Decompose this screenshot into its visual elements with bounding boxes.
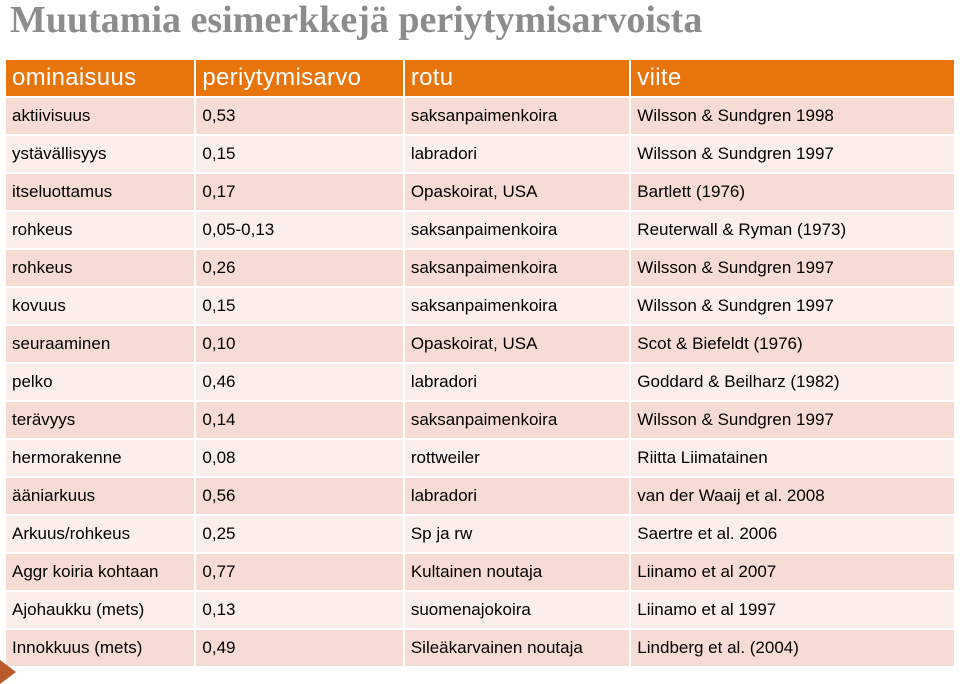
slide-arrow-icon [0, 660, 16, 684]
cell-ominaisuus: rohkeus [6, 212, 195, 248]
cell-rotu: saksanpaimenkoira [404, 402, 630, 438]
cell-periytymisarvo: 0,13 [196, 592, 403, 628]
cell-ominaisuus: kovuus [6, 288, 195, 324]
cell-rotu: saksanpaimenkoira [404, 250, 630, 286]
cell-rotu: rottweiler [404, 440, 630, 476]
header-periytymisarvo: periytymisarvo [196, 60, 403, 96]
cell-rotu: Sileäkarvainen noutaja [404, 630, 630, 666]
cell-periytymisarvo: 0,14 [196, 402, 403, 438]
table-row: ystävällisyys 0,15 labradori Wilsson & Sund… [6, 136, 954, 172]
cell-ominaisuus: seuraaminen [6, 326, 195, 362]
cell-viite: Reuterwall & Ryman (1973) [631, 212, 954, 248]
cell-rotu: labradori [404, 364, 630, 400]
cell-periytymisarvo: 0,15 [196, 288, 403, 324]
cell-periytymisarvo: 0,49 [196, 630, 403, 666]
cell-rotu: Opaskoirat, USA [404, 174, 630, 210]
table-header-row: ominaisuus periytymisarvo rotu viite [6, 60, 954, 96]
table-body: aktiivisuus 0,53 saksanpaimenkoira Wilsson … [6, 98, 954, 666]
header-rotu: rotu [404, 60, 630, 96]
cell-ominaisuus: rohkeus [6, 250, 195, 286]
cell-viite: Goddard & Beilharz (1982) [631, 364, 954, 400]
cell-rotu: labradori [404, 136, 630, 172]
cell-rotu: saksanpaimenkoira [404, 98, 630, 134]
cell-periytymisarvo: 0,46 [196, 364, 403, 400]
cell-periytymisarvo: 0,26 [196, 250, 403, 286]
cell-viite: Wilsson & Sundgren 1997 [631, 136, 954, 172]
table-row: seuraaminen 0,10 Opaskoirat, USA Scot & Bie… [6, 326, 954, 362]
cell-viite: Riitta Liimatainen [631, 440, 954, 476]
table-row: Aggr koiria kohtaan 0,77 Kultainen noutaja… [6, 554, 954, 590]
page-title: Muutamia esimerkkejä periytymisarvoista [10, 0, 703, 41]
cell-rotu: saksanpaimenkoira [404, 212, 630, 248]
table-row: kovuus 0,15 saksanpaimenkoira Wilsson & Sun… [6, 288, 954, 324]
heritability-table: ominaisuus periytymisarvo rotu viite akt… [4, 58, 956, 668]
cell-periytymisarvo: 0,77 [196, 554, 403, 590]
cell-viite: Wilsson & Sundgren 1998 [631, 98, 954, 134]
cell-periytymisarvo: 0,15 [196, 136, 403, 172]
cell-rotu: Sp ja rw [404, 516, 630, 552]
cell-rotu: saksanpaimenkoira [404, 288, 630, 324]
cell-periytymisarvo: 0,05-0,13 [196, 212, 403, 248]
cell-ominaisuus: ystävällisyys [6, 136, 195, 172]
cell-ominaisuus: Aggr koiria kohtaan [6, 554, 195, 590]
heritability-table-container: ominaisuus periytymisarvo rotu viite akt… [4, 58, 956, 668]
table-row: pelko 0,46 labradori Goddard & Beilharz (19… [6, 364, 954, 400]
table-row: terävyys 0,14 saksanpaimenkoira Wilsson & S… [6, 402, 954, 438]
cell-viite: Saertre et al. 2006 [631, 516, 954, 552]
table-row: Arkuus/rohkeus 0,25 Sp ja rw Saertre et al.… [6, 516, 954, 552]
cell-viite: Liinamo et al 2007 [631, 554, 954, 590]
cell-ominaisuus: pelko [6, 364, 195, 400]
cell-periytymisarvo: 0,08 [196, 440, 403, 476]
cell-rotu: Kultainen noutaja [404, 554, 630, 590]
cell-periytymisarvo: 0,10 [196, 326, 403, 362]
cell-rotu: labradori [404, 478, 630, 514]
table-row: rohkeus 0,05-0,13 saksanpaimenkoira Reuterw… [6, 212, 954, 248]
cell-ominaisuus: Innokkuus (mets) [6, 630, 195, 666]
cell-ominaisuus: Ajohaukku (mets) [6, 592, 195, 628]
header-viite: viite [631, 60, 954, 96]
table-row: itseluottamus 0,17 Opaskoirat, USA Bartlett… [6, 174, 954, 210]
cell-viite: Bartlett (1976) [631, 174, 954, 210]
cell-viite: Wilsson & Sundgren 1997 [631, 250, 954, 286]
cell-viite: Lindberg et al. (2004) [631, 630, 954, 666]
cell-viite: Liinamo et al 1997 [631, 592, 954, 628]
cell-viite: Wilsson & Sundgren 1997 [631, 402, 954, 438]
cell-viite: Scot & Biefeldt (1976) [631, 326, 954, 362]
table-row: hermorakenne 0,08 rottweiler Riitta Liimata… [6, 440, 954, 476]
cell-ominaisuus: hermorakenne [6, 440, 195, 476]
cell-viite: Wilsson & Sundgren 1997 [631, 288, 954, 324]
table-row: aktiivisuus 0,53 saksanpaimenkoira Wilsson … [6, 98, 954, 134]
cell-ominaisuus: Arkuus/rohkeus [6, 516, 195, 552]
cell-periytymisarvo: 0,53 [196, 98, 403, 134]
table-row: Innokkuus (mets) 0,49 Sileäkarvainen nouta… [6, 630, 954, 666]
table-row: rohkeus 0,26 saksanpaimenkoira Wilsson & Su… [6, 250, 954, 286]
header-ominaisuus: ominaisuus [6, 60, 195, 96]
table-row: Ajohaukku (mets) 0,13 suomenajokoira Liinam… [6, 592, 954, 628]
cell-viite: van der Waaij et al. 2008 [631, 478, 954, 514]
cell-periytymisarvo: 0,56 [196, 478, 403, 514]
table-row: ääniarkuus 0,56 labradori van der Waaij et … [6, 478, 954, 514]
cell-ominaisuus: terävyys [6, 402, 195, 438]
cell-periytymisarvo: 0,25 [196, 516, 403, 552]
cell-ominaisuus: itseluottamus [6, 174, 195, 210]
cell-ominaisuus: aktiivisuus [6, 98, 195, 134]
cell-periytymisarvo: 0,17 [196, 174, 403, 210]
cell-rotu: Opaskoirat, USA [404, 326, 630, 362]
cell-ominaisuus: ääniarkuus [6, 478, 195, 514]
cell-rotu: suomenajokoira [404, 592, 630, 628]
